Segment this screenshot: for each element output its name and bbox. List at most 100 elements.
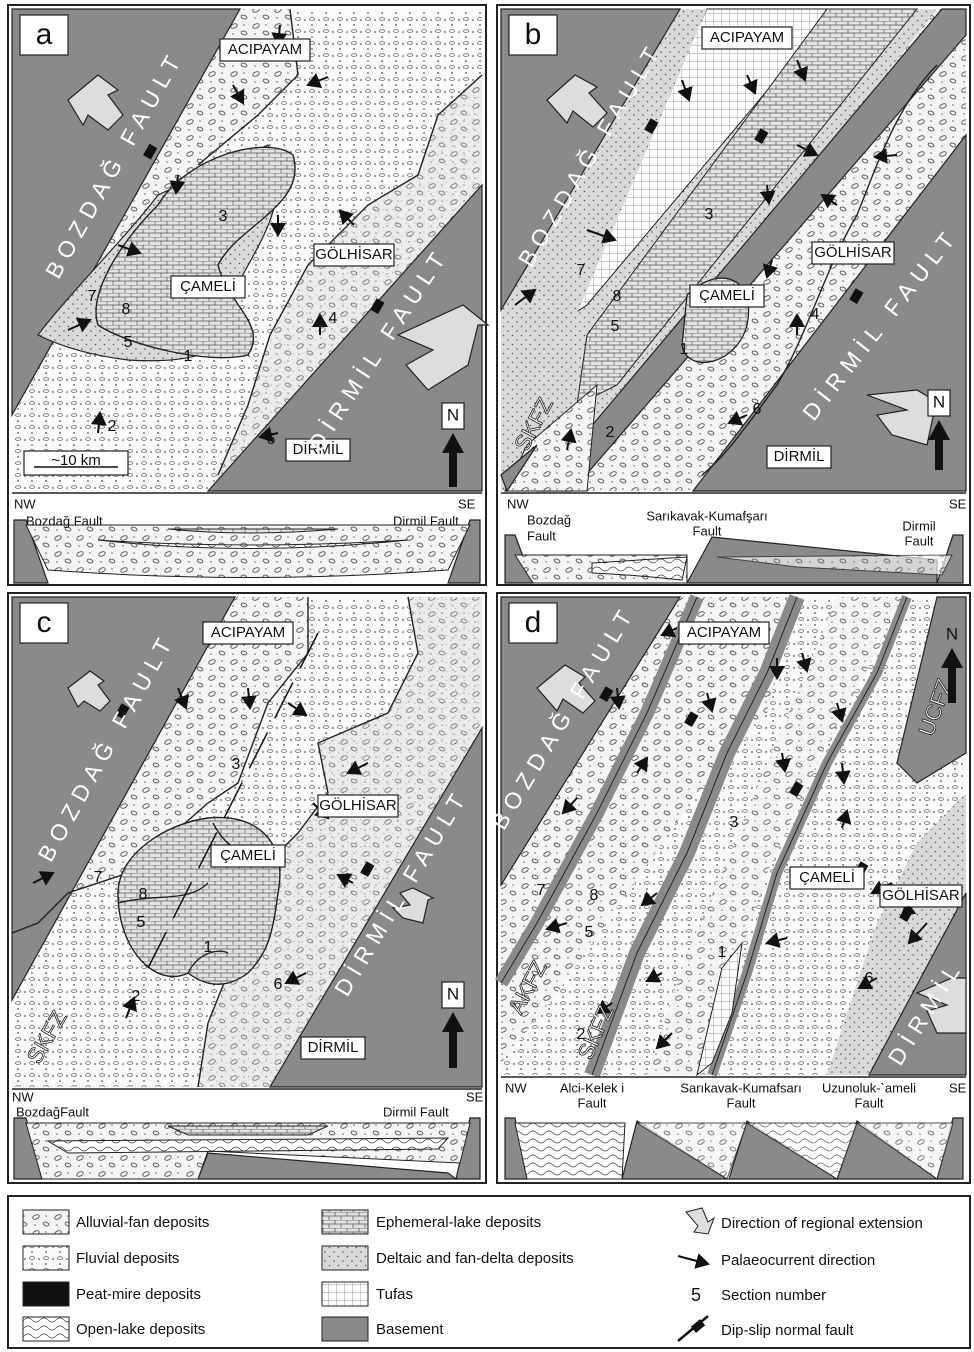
box bbox=[322, 1246, 368, 1270]
legend-label: Open-lake deposits bbox=[76, 1321, 205, 1338]
cross-section-label: Fault bbox=[527, 528, 556, 543]
section-number: 3 bbox=[730, 814, 739, 831]
panel-b: b ACIPAYAM GÖLHİSAR ÇAMELİ DİRMİL BOZDAĞ… bbox=[497, 5, 970, 585]
section-number: 2 bbox=[577, 1026, 586, 1043]
section-number: 8 bbox=[613, 288, 622, 305]
place-label: ~10 km bbox=[51, 452, 101, 469]
line-feature bbox=[168, 1126, 328, 1135]
place-label: N bbox=[933, 392, 945, 411]
section-number: 4 bbox=[811, 306, 820, 323]
box bbox=[23, 1210, 69, 1234]
cross-section-label: Fault bbox=[855, 1095, 884, 1110]
cross-section-label: Fault bbox=[905, 533, 934, 548]
section-number: 7 bbox=[88, 288, 97, 305]
cross-section-label: Sarıkavak-Kumafşarı bbox=[646, 508, 767, 523]
section-number: 3 bbox=[219, 208, 228, 225]
section-number: 6 bbox=[753, 401, 762, 418]
legend-label: Alluvial-fan deposits bbox=[76, 1214, 209, 1231]
section-number: 2 bbox=[108, 418, 117, 435]
cross-section-label: SE bbox=[949, 1080, 967, 1095]
legend-label: Peat-mire deposits bbox=[76, 1286, 201, 1303]
panel-letter: c bbox=[37, 606, 52, 639]
place-label: N bbox=[447, 405, 459, 424]
cross-section-label: Alci-Kelek i bbox=[560, 1080, 624, 1095]
cross-section-label: Dirmil Fault bbox=[383, 1104, 449, 1119]
section-number: 6 bbox=[267, 431, 276, 448]
section-number: 1 bbox=[204, 939, 213, 956]
legend-label: 5 bbox=[691, 1285, 701, 1305]
section-number: 8 bbox=[122, 301, 131, 318]
place-label: GÖLHİSAR bbox=[814, 243, 892, 261]
panel-letter: b bbox=[525, 18, 542, 51]
section-number: 7 bbox=[577, 262, 586, 279]
cross-section-label: Dirmil bbox=[902, 518, 935, 533]
cross-section-label: SE bbox=[458, 496, 476, 511]
cross-section-label: Dirmil Fault bbox=[393, 513, 459, 528]
place-label: GÖLHİSAR bbox=[882, 886, 960, 904]
section-number: 5 bbox=[137, 914, 146, 931]
section-number: 2 bbox=[132, 988, 141, 1005]
place-label: ÇAMELİ bbox=[220, 846, 276, 864]
cross-section-label: SE bbox=[949, 496, 967, 511]
section-number: 4 bbox=[329, 310, 338, 327]
section-number: 2 bbox=[606, 424, 615, 441]
section-number: 1 bbox=[680, 341, 689, 358]
cross-section-label: BozdağFault bbox=[16, 1104, 89, 1119]
cross-section-label: SE bbox=[466, 1089, 484, 1104]
legend-label: Ephemeral-lake deposits bbox=[376, 1214, 541, 1231]
legend: Alluvial-fan deposits Fluvial deposits P… bbox=[8, 1196, 970, 1348]
panel-c: c ACIPAYAM GÖLHİSAR ÇAMELİ DİRMİL BOZDAĞ… bbox=[8, 593, 486, 1183]
section-number: 5 bbox=[124, 334, 133, 351]
place-label: GÖLHİSAR bbox=[315, 245, 393, 263]
section-number: 4 bbox=[903, 904, 912, 921]
place-label: ACIPAYAM bbox=[228, 41, 302, 58]
cross-section-label: NW bbox=[505, 1080, 527, 1095]
cross-section-label: Bozdağ Fault bbox=[26, 513, 103, 528]
box bbox=[23, 1282, 69, 1306]
box bbox=[23, 1317, 69, 1341]
panel-letter: a bbox=[36, 18, 53, 51]
cross-section-label: Uzunoluk-`ameli bbox=[822, 1080, 916, 1095]
legend-label: Direction of regional extension bbox=[721, 1215, 923, 1232]
box bbox=[322, 1210, 368, 1234]
place-label: ACIPAYAM bbox=[710, 29, 784, 46]
line-feature bbox=[515, 1123, 625, 1179]
figure: a ACIPAYAM ÇAMELİ GÖLHİSAR DİRMİL BOZDAĞ… bbox=[0, 0, 974, 1352]
legend-label: Tufas bbox=[376, 1286, 413, 1303]
place-label: N bbox=[946, 624, 958, 643]
section-number: 1 bbox=[184, 348, 193, 365]
place-label: DİRMİL bbox=[774, 447, 825, 465]
section-number: 6 bbox=[865, 970, 874, 987]
cross-section-label: NW bbox=[12, 1089, 34, 1104]
place-label: DİRMİL bbox=[308, 1038, 359, 1056]
section-number: 8 bbox=[590, 887, 599, 904]
section-number: 8 bbox=[139, 886, 148, 903]
section-number: 4 bbox=[342, 871, 351, 888]
panel-a: a ACIPAYAM ÇAMELİ GÖLHİSAR DİRMİL BOZDAĞ… bbox=[8, 5, 488, 585]
section-number: 5 bbox=[585, 924, 594, 941]
box bbox=[23, 1246, 69, 1270]
place-label: ÇAMELİ bbox=[699, 286, 755, 304]
cross-section-label: Sarıkavak-Kumafsarı bbox=[680, 1080, 801, 1095]
panel-letter: d bbox=[525, 606, 542, 639]
section-number: 5 bbox=[611, 318, 620, 335]
section-number: 3 bbox=[232, 756, 241, 773]
place-label: ÇAMELİ bbox=[799, 868, 855, 886]
legend-label: Dip-slip normal fault bbox=[721, 1322, 854, 1339]
cross-section-label: Fault bbox=[578, 1095, 607, 1110]
legend-label: Section number bbox=[721, 1287, 826, 1304]
section-number: 6 bbox=[274, 976, 283, 993]
place-label: ACIPAYAM bbox=[687, 624, 761, 641]
section-number: 7 bbox=[537, 882, 546, 899]
panel-d: d ACIPAYAM ÇAMELİ GÖLHİSAR BOZDAĞ FAULT … bbox=[486, 593, 970, 1183]
cross-section-label: Bozdağ bbox=[527, 512, 571, 527]
legend-label: Fluvial deposits bbox=[76, 1250, 179, 1267]
place-label: ACIPAYAM bbox=[211, 624, 285, 641]
cross-section-label: Fault bbox=[727, 1095, 756, 1110]
cross-section-label: NW bbox=[507, 496, 529, 511]
place-label: GÖLHİSAR bbox=[319, 796, 397, 814]
page: a ACIPAYAM ÇAMELİ GÖLHİSAR DİRMİL BOZDAĞ… bbox=[0, 0, 974, 1352]
cross-section-label: NW bbox=[14, 496, 36, 511]
cross-section-label: Fault bbox=[693, 523, 722, 538]
box bbox=[322, 1282, 368, 1306]
